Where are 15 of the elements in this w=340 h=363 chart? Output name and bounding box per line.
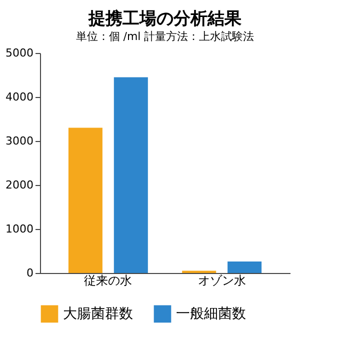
chart-title: 提携工場の分析結果 [88, 9, 242, 29]
legend-label: 一般細菌数 [176, 306, 246, 322]
bar [228, 262, 262, 273]
bar [68, 128, 102, 273]
y-tick-label: 5000 [6, 46, 34, 60]
y-tick-label: 0 [26, 266, 34, 280]
y-tick-label: 4000 [6, 90, 34, 104]
chart-subtitle: 単位：個 /ml 計量方法：上水試験法 [76, 30, 254, 43]
x-tick-label: 従来の水 [84, 274, 132, 288]
y-tick-label: 1000 [6, 222, 34, 236]
bar [114, 77, 148, 273]
y-tick-label: 2000 [6, 178, 34, 192]
y-tick-label: 3000 [6, 134, 34, 148]
legend-label: 大腸菌群数 [63, 306, 133, 322]
x-tick-label: オゾン水 [198, 274, 246, 288]
